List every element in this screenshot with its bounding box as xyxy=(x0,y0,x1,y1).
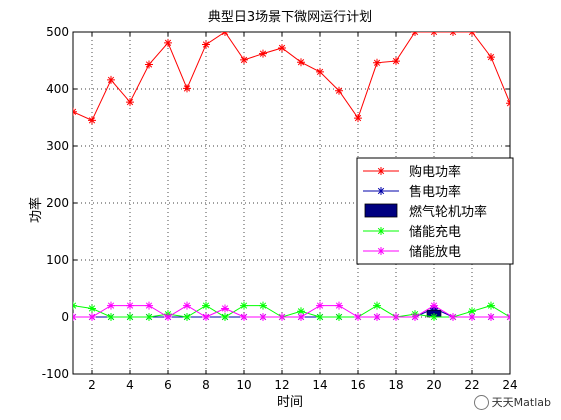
data-point xyxy=(373,301,381,310)
data-point xyxy=(487,301,495,310)
data-point xyxy=(335,301,343,310)
data-point xyxy=(259,313,267,321)
x-tick-label: 20 xyxy=(426,378,441,392)
data-point xyxy=(183,313,191,321)
data-point xyxy=(202,313,210,321)
legend-marker xyxy=(377,187,385,195)
x-tick-label: 24 xyxy=(502,378,517,392)
data-point xyxy=(240,301,248,310)
data-point xyxy=(487,53,495,62)
legend-label: 储能充电 xyxy=(409,224,461,240)
data-point xyxy=(316,67,324,76)
legend-marker xyxy=(377,247,385,255)
data-point xyxy=(88,116,96,125)
data-point xyxy=(278,43,286,52)
y-tick-label: 100 xyxy=(46,253,69,267)
data-point xyxy=(278,313,286,321)
data-point xyxy=(297,58,305,67)
data-point xyxy=(240,55,248,64)
data-point xyxy=(88,304,96,313)
legend-box xyxy=(356,157,514,265)
y-tick-label: 0 xyxy=(61,310,69,324)
y-axis-label: 功率 xyxy=(28,197,44,223)
data-point xyxy=(145,60,153,69)
x-tick-label: 4 xyxy=(126,378,134,392)
data-point xyxy=(468,313,476,321)
data-point xyxy=(126,301,134,310)
data-point xyxy=(164,313,172,321)
data-point xyxy=(392,57,400,66)
legend-label: 储能放电 xyxy=(409,245,461,260)
data-point xyxy=(107,75,115,84)
data-point xyxy=(126,98,134,107)
data-point xyxy=(297,313,305,321)
x-tick-label: 22 xyxy=(464,378,479,392)
x-tick-label: 12 xyxy=(274,378,289,392)
x-tick-label: 8 xyxy=(202,378,210,392)
data-point xyxy=(88,313,96,321)
series-layer xyxy=(73,32,510,321)
data-point xyxy=(335,86,343,95)
data-point xyxy=(240,313,248,321)
x-tick-label: 16 xyxy=(350,378,365,392)
data-point xyxy=(297,307,305,316)
legend-label: 售电功率 xyxy=(409,184,461,200)
data-point xyxy=(183,84,191,93)
data-point xyxy=(221,304,229,313)
data-point xyxy=(126,313,134,321)
data-point xyxy=(107,301,115,310)
data-point xyxy=(430,313,438,321)
y-tick-label: -100 xyxy=(42,367,69,381)
data-point xyxy=(392,313,400,321)
legend-label: 购电功率 xyxy=(409,164,461,180)
y-tick-label: 400 xyxy=(46,82,69,96)
data-point xyxy=(316,301,324,310)
data-point xyxy=(449,313,457,321)
series-line xyxy=(73,32,510,122)
x-tick-label: 10 xyxy=(236,378,251,392)
legend-swatch xyxy=(364,203,398,218)
data-point xyxy=(373,58,381,67)
watermark: 天天Matlab xyxy=(473,394,551,410)
data-point xyxy=(259,301,267,310)
data-point xyxy=(202,40,210,49)
data-point xyxy=(411,313,419,321)
data-point xyxy=(221,313,229,321)
data-point xyxy=(164,38,172,47)
legend-marker xyxy=(377,167,385,175)
data-point xyxy=(145,301,153,310)
data-point xyxy=(430,301,438,310)
data-point xyxy=(335,313,343,321)
data-point xyxy=(487,313,495,321)
wechat-icon xyxy=(473,394,489,410)
data-point xyxy=(354,313,362,321)
data-point xyxy=(107,313,115,321)
data-point xyxy=(145,313,153,321)
legend-marker xyxy=(377,227,385,235)
y-tick-label: 300 xyxy=(46,139,69,153)
watermark-text: 天天Matlab xyxy=(491,396,551,409)
legend-label: 燃气轮机功率 xyxy=(409,204,487,220)
x-axis-label: 时间 xyxy=(277,395,303,410)
y-tick-label: 500 xyxy=(46,25,69,39)
data-point xyxy=(183,301,191,310)
x-tick-label: 2 xyxy=(88,378,96,392)
y-tick-label: 200 xyxy=(46,196,69,210)
x-tick-label: 6 xyxy=(164,378,172,392)
data-point xyxy=(468,307,476,316)
data-point xyxy=(202,301,210,310)
data-point xyxy=(354,114,362,123)
x-tick-label: 18 xyxy=(388,378,403,392)
data-point xyxy=(259,49,267,58)
x-tick-label: 14 xyxy=(312,378,327,392)
data-point xyxy=(373,313,381,321)
chart-title: 典型日3场景下微网运行计划 xyxy=(208,10,372,25)
data-point xyxy=(316,313,324,321)
